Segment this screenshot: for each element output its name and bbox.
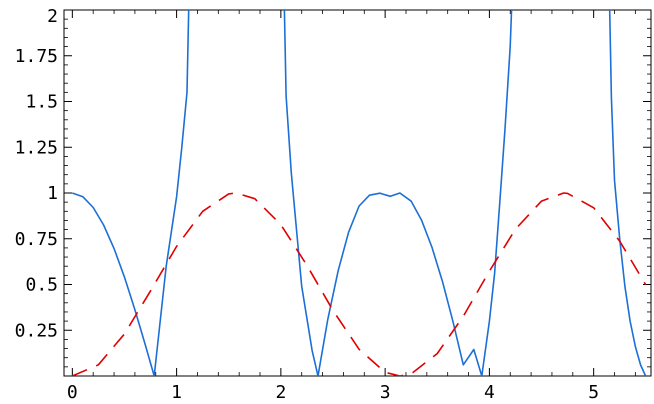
y-tick-label: 0.75 [15, 229, 58, 250]
x-tick-label: 3 [380, 382, 391, 403]
series-line-solid [283, 10, 513, 376]
series-line-solid [72, 10, 190, 376]
x-tick-label: 1 [171, 382, 182, 403]
axis-ticks [64, 9, 651, 376]
y-tick-label: 0.25 [15, 320, 58, 341]
y-tick-label: 1 [47, 183, 58, 204]
y-tick-label: 1.75 [15, 46, 58, 67]
x-tick-label: 2 [275, 382, 286, 403]
y-tick-label: 1.25 [15, 137, 58, 158]
x-tick-label: 5 [588, 382, 599, 403]
y-tick-label: 0.5 [25, 275, 58, 296]
x-tick-labels: 0 1 2 3 4 5 [67, 382, 599, 403]
y-tick-label: 2 [47, 6, 58, 27]
x-tick-label: 0 [67, 382, 78, 403]
series-layer [71, 10, 647, 376]
y-tick-label: 1.5 [25, 92, 58, 113]
series-line-dashed [71, 192, 647, 376]
y-tick-labels: 0.25 0.5 0.75 1 1.25 1.5 1.75 2 [15, 6, 58, 341]
x-tick-label: 4 [484, 382, 495, 403]
series-line-solid [608, 10, 647, 376]
